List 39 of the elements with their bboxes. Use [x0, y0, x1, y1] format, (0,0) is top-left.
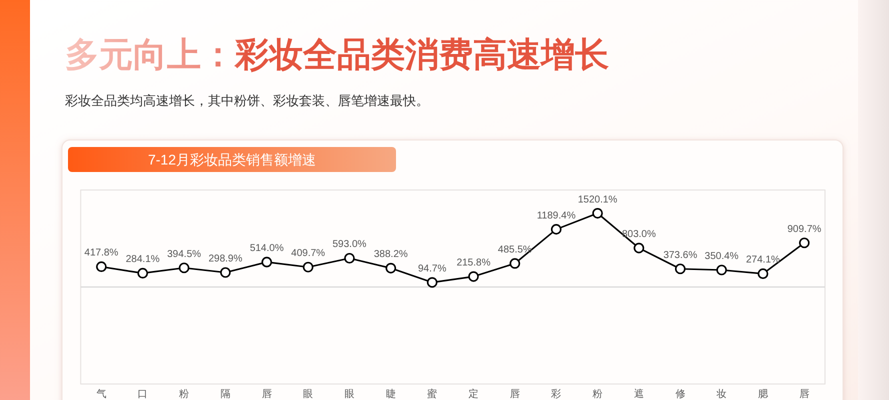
data-label: 409.7% — [291, 248, 326, 260]
x-tick: 眼 — [344, 389, 354, 400]
data-label: 1520.1% — [578, 194, 618, 206]
x-tick: 修 — [675, 389, 686, 400]
x-tick: 唇 — [262, 389, 272, 400]
data-label: 350.4% — [704, 251, 739, 262]
data-label: 94.7% — [418, 263, 446, 274]
data-label: 215.8% — [456, 258, 490, 269]
x-tick: 腮 — [758, 389, 768, 400]
x-tick: 唇 — [510, 389, 520, 400]
x-tick: 口 — [138, 389, 148, 400]
x-tick: 蜜 — [427, 389, 438, 400]
x-tick: 遮 — [634, 389, 644, 400]
title: 多元向上：彩妆全品类消费高速增长 — [65, 36, 609, 74]
data-label: 274.1% — [746, 254, 780, 266]
data-label: 284.1% — [126, 254, 160, 266]
x-tick: 气 — [96, 389, 106, 400]
x-tick: 妆 — [716, 389, 727, 400]
x-tick: 隔 — [220, 389, 230, 400]
subtitle: 彩妆全品类均高速增长，其中粉饼、彩妆套装、唇笔增速最快。 — [65, 93, 429, 108]
x-tick: 彩 — [551, 389, 562, 400]
data-label: 803.0% — [622, 229, 656, 240]
data-label: 298.9% — [208, 254, 242, 264]
annotation: 7-12月彩妆品类销售额增速 — [148, 152, 316, 168]
data-label: 909.7% — [787, 224, 822, 235]
data-label: 1189.4% — [536, 210, 576, 222]
x-tick: 睫 — [386, 389, 396, 400]
data-label: 514.0% — [250, 243, 284, 254]
x-tick: 唇 — [799, 389, 810, 400]
x-tick: 定 — [468, 389, 479, 400]
data-label: 417.8% — [84, 248, 118, 259]
data-label: 373.6% — [663, 250, 698, 261]
data-label: 593.0% — [332, 239, 366, 250]
x-tick: 眼 — [303, 389, 314, 400]
x-tick: 粉 — [592, 389, 603, 400]
data-label: 388.2% — [374, 249, 408, 260]
data-label: 394.5% — [167, 248, 202, 260]
data-label: 485.5% — [498, 244, 532, 256]
x-tick: 粉 — [179, 389, 190, 400]
